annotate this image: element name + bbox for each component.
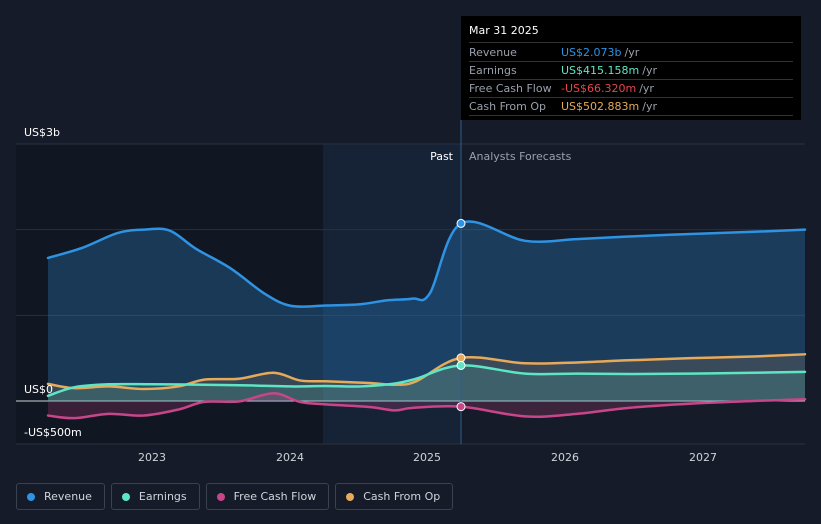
tooltip-row: Revenue US$2.073b/yr — [469, 44, 793, 62]
x-tick-label: 2026 — [551, 451, 579, 464]
y-zero-label: US$0 — [24, 383, 53, 396]
legend-dot-icon — [216, 492, 225, 501]
legend-label: Cash From Op — [363, 490, 441, 503]
marker-point — [456, 360, 466, 370]
tooltip-unit: /yr — [624, 46, 640, 59]
tooltip-unit: /yr — [642, 64, 657, 77]
legend-item[interactable]: Free Cash Flow — [205, 483, 330, 510]
series-line — [46, 364, 807, 398]
marker-point — [456, 353, 466, 363]
marker-point — [456, 218, 466, 228]
tooltip: Mar 31 2025 Revenue US$2.073b/yr Earnings U… — [461, 16, 801, 120]
tooltip-label: Cash From Op — [469, 100, 547, 113]
tooltip-unit: /yr — [639, 82, 654, 95]
x-tick-label: 2024 — [276, 451, 304, 464]
series-area — [48, 221, 805, 401]
tooltip-date: Mar 31 2025 — [469, 24, 793, 43]
y-top-label: US$3b — [24, 126, 60, 139]
marker-point — [456, 402, 466, 412]
forecast-label: Analysts Forecasts — [469, 150, 572, 163]
y-bottom-label: -US$500m — [24, 426, 82, 439]
tooltip-unit: /yr — [642, 100, 657, 113]
legend-dot-icon — [346, 492, 355, 501]
tooltip-label: Free Cash Flow — [469, 82, 552, 95]
x-tick-label: 2027 — [689, 451, 717, 464]
legend-label: Revenue — [44, 490, 92, 503]
legend-item[interactable]: Cash From Op — [335, 483, 454, 510]
legend-label: Free Cash Flow — [233, 490, 317, 503]
tooltip-value: US$502.883m — [561, 100, 640, 113]
tooltip-value: -US$66.320m — [561, 82, 637, 95]
past-label: Past — [430, 150, 454, 163]
tooltip-row: Free Cash Flow -US$66.320m/yr — [469, 80, 793, 98]
legend-label: Earnings — [138, 490, 187, 503]
tooltip-row: Cash From Op US$502.883m/yr — [469, 98, 793, 116]
series-line — [46, 220, 807, 308]
tooltip-row: Earnings US$415.158m/yr — [469, 62, 793, 80]
series-line — [46, 392, 807, 420]
series-line — [46, 353, 807, 391]
tooltip-label: Revenue — [469, 46, 517, 59]
recent-region — [323, 144, 461, 444]
legend-item[interactable]: Revenue — [16, 483, 105, 510]
tooltip-label: Earnings — [469, 64, 517, 77]
tooltip-value: US$415.158m — [561, 64, 640, 77]
legend: Revenue Earnings Free Cash Flow Cash From O… — [16, 483, 454, 510]
legend-item[interactable]: Earnings — [110, 483, 200, 510]
legend-dot-icon — [27, 492, 35, 501]
x-tick-label: 2025 — [413, 451, 441, 464]
series-area — [48, 354, 805, 401]
legend-dot-icon — [121, 492, 130, 501]
x-tick-label: 2023 — [138, 451, 166, 464]
tooltip-value: US$2.073b — [561, 46, 622, 59]
